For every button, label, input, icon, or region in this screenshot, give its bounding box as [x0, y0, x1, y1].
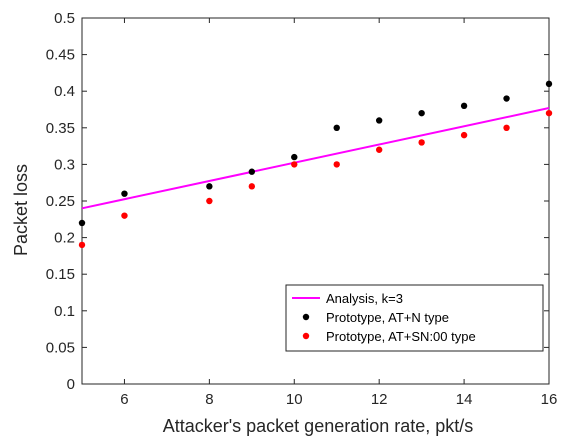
- y-tick-label: 0.05: [46, 339, 75, 356]
- point-at-sn00: [333, 161, 340, 168]
- x-tick-label: 6: [120, 391, 128, 408]
- y-tick-label: 0.2: [54, 230, 75, 247]
- legend-entry-label: Prototype, AT+N type: [326, 310, 449, 325]
- x-tick-label: 8: [205, 391, 213, 408]
- series-line-analysis: [81, 107, 550, 210]
- y-tick-label: 0.5: [54, 10, 75, 27]
- point-at-sn00: [460, 131, 468, 139]
- point-at-sn00: [375, 146, 383, 153]
- point-at-sn00: [78, 241, 86, 249]
- y-axis-label: Packet loss: [11, 164, 31, 256]
- point-at-sn00: [121, 212, 128, 219]
- legend-entry-label: Analysis, k=3: [326, 291, 403, 306]
- point-at-n: [291, 153, 298, 161]
- legend: Analysis, k=3 Prototype, AT+N type Prototy…: [285, 284, 544, 352]
- x-axis-ticks: 6 8 10 12 14 16: [120, 18, 557, 408]
- point-at-n: [248, 168, 256, 175]
- y-tick-label: 0.4: [54, 83, 75, 100]
- point-at-sn00: [248, 183, 256, 190]
- y-tick-label: 0: [67, 376, 75, 393]
- y-tick-label: 0.15: [46, 266, 75, 283]
- point-at-sn00: [503, 124, 510, 131]
- point-at-sn00: [291, 161, 298, 168]
- point-at-n: [545, 80, 553, 88]
- y-tick-label: 0.3: [54, 156, 75, 173]
- point-at-n: [78, 219, 86, 227]
- point-at-n: [503, 95, 510, 102]
- point-at-n: [460, 102, 468, 110]
- point-at-n: [375, 117, 383, 124]
- y-axis-ticks: 0 0.05 0.1 0.15 0.2 0.25 0.3 0.35 0.4 0.45 0.5: [46, 10, 549, 393]
- y-tick-label: 0.35: [46, 120, 75, 137]
- point-at-n: [418, 109, 425, 117]
- x-tick-label: 12: [371, 391, 388, 408]
- legend-entry-label: Prototype, AT+SN:00 type: [326, 329, 476, 344]
- x-axis-label: Attacker's packet generation rate, pkt/s: [163, 416, 474, 436]
- point-at-sn00: [418, 139, 425, 146]
- y-tick-label: 0.45: [46, 47, 75, 64]
- point-at-n: [333, 124, 340, 131]
- y-tick-label: 0.25: [46, 193, 75, 210]
- point-at-n: [206, 183, 213, 190]
- point-at-sn00: [206, 197, 213, 205]
- point-at-sn00: [545, 109, 553, 117]
- x-tick-label: 10: [286, 391, 303, 408]
- x-tick-label: 16: [541, 391, 558, 408]
- legend-marker-swatch: [302, 332, 310, 340]
- point-at-n: [121, 190, 128, 197]
- plot-series: [78, 80, 553, 249]
- legend-marker-swatch: [302, 313, 310, 321]
- x-tick-label: 14: [456, 391, 473, 408]
- y-tick-label: 0.1: [54, 303, 75, 320]
- legend-box: [285, 284, 544, 352]
